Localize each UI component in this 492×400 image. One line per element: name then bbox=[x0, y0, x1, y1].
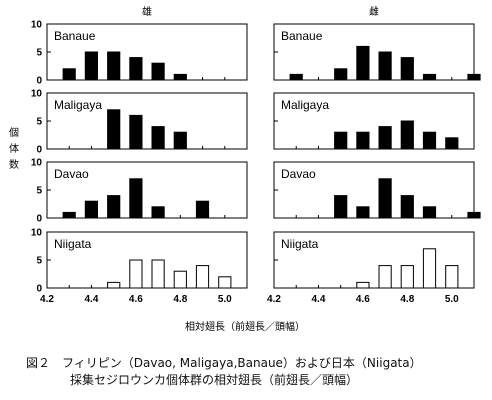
histogram-bar bbox=[334, 68, 348, 81]
histogram-bar bbox=[173, 73, 187, 81]
histogram-bar bbox=[356, 281, 370, 289]
x-tick-label: 4.2 bbox=[40, 294, 54, 305]
y-tick-label: 10 bbox=[31, 158, 43, 169]
histogram-bar bbox=[173, 270, 187, 289]
y-tick-label: 0 bbox=[36, 76, 42, 87]
histogram-bar bbox=[422, 248, 437, 289]
histogram-bar bbox=[467, 211, 481, 219]
histogram-bar bbox=[356, 131, 370, 150]
histogram-bar bbox=[107, 51, 121, 81]
panel-label: Niigata bbox=[54, 237, 92, 251]
figure-caption-line2: 採集セジロウンカ個体群の相対翅長（前翅長／頭幅） bbox=[70, 373, 359, 387]
panel-label: Davao bbox=[281, 167, 316, 181]
y-tick-label: 10 bbox=[31, 228, 43, 239]
x-tick-label: 4.6 bbox=[356, 294, 370, 305]
histogram-bar bbox=[378, 126, 392, 150]
y-tick-label: 0 bbox=[36, 145, 42, 156]
x-axis-label: 相対翅長（前翅長／頭幅） bbox=[185, 320, 305, 333]
histogram-figure: 雄 雌 Banaue 0 5 10 Banaue Maligaya 0 5 10 Maligaya Da… bbox=[9, 5, 481, 333]
histogram-bar bbox=[356, 45, 370, 81]
x-tick-label: 5.0 bbox=[218, 294, 232, 305]
histogram-bar bbox=[356, 206, 370, 219]
panel-label: Niigata bbox=[281, 237, 319, 251]
histogram-bar bbox=[84, 200, 99, 219]
histogram-bar bbox=[400, 195, 414, 219]
histogram-bar bbox=[195, 200, 210, 219]
histogram-bar bbox=[467, 73, 481, 81]
histogram-bar bbox=[400, 57, 414, 81]
histogram-bar bbox=[195, 265, 210, 289]
y-axis-label-char: 個 bbox=[9, 126, 19, 139]
y-tick-label: 5 bbox=[36, 256, 42, 267]
histogram-bar bbox=[422, 131, 437, 150]
y-axis-label-char: 体 bbox=[9, 143, 19, 155]
y-tick-label: 10 bbox=[31, 20, 43, 31]
histogram-bar bbox=[378, 265, 392, 289]
y-tick-label: 5 bbox=[36, 48, 42, 59]
histogram-bar bbox=[400, 265, 414, 289]
histogram-bar bbox=[151, 206, 165, 219]
histogram-bar bbox=[129, 259, 143, 289]
histogram-bar bbox=[151, 259, 165, 289]
panel-label: Banaue bbox=[54, 29, 96, 43]
x-tick-label: 4.6 bbox=[129, 294, 143, 305]
histogram-bar bbox=[378, 178, 392, 219]
y-axis-label-char: 数 bbox=[9, 158, 19, 171]
x-tick-label: 4.4 bbox=[311, 294, 325, 305]
x-tick-label: 5.0 bbox=[445, 294, 459, 305]
figure-caption-line1: 図２ フィリピン（Davao, Maligaya,Banaue）および日本（Ni… bbox=[26, 356, 422, 370]
y-tick-label: 0 bbox=[36, 214, 42, 225]
histogram-bar bbox=[378, 51, 392, 81]
histogram-bar bbox=[107, 281, 121, 289]
column-title: 雄 bbox=[142, 5, 152, 18]
x-tick-label: 4.8 bbox=[400, 294, 414, 305]
y-tick-label: 0 bbox=[36, 284, 42, 295]
histogram-bar bbox=[129, 114, 143, 150]
histogram-bar bbox=[400, 120, 414, 150]
histogram-bar bbox=[422, 206, 437, 219]
x-tick-label: 4.2 bbox=[267, 294, 281, 305]
histogram-bar bbox=[107, 195, 121, 219]
column-title: 雌 bbox=[369, 5, 379, 18]
histogram-bar bbox=[151, 62, 165, 81]
histogram-bar bbox=[62, 211, 76, 219]
histogram-bar bbox=[445, 137, 459, 150]
histogram-bar bbox=[334, 131, 348, 150]
histogram-bar bbox=[173, 131, 187, 150]
histogram-bar bbox=[445, 265, 459, 289]
x-tick-label: 4.4 bbox=[84, 294, 98, 305]
histogram-bar bbox=[107, 109, 121, 150]
histogram-bar bbox=[422, 73, 437, 81]
x-tick-label: 4.8 bbox=[173, 294, 187, 305]
histogram-bar bbox=[84, 51, 99, 81]
histogram-bar bbox=[129, 178, 143, 219]
histogram-bar bbox=[62, 68, 76, 81]
histogram-bar bbox=[289, 73, 303, 81]
panel-label: Maligaya bbox=[54, 98, 102, 112]
histogram-bar bbox=[334, 195, 348, 219]
histogram-bar bbox=[151, 126, 165, 150]
panel-label: Davao bbox=[54, 167, 89, 181]
y-tick-label: 10 bbox=[31, 89, 43, 100]
histogram-bar bbox=[129, 57, 143, 81]
panel-label: Banaue bbox=[281, 29, 323, 43]
panel-label: Maligaya bbox=[281, 98, 329, 112]
y-tick-label: 5 bbox=[36, 117, 42, 128]
y-tick-label: 5 bbox=[36, 186, 42, 197]
histogram-bar bbox=[218, 276, 232, 289]
